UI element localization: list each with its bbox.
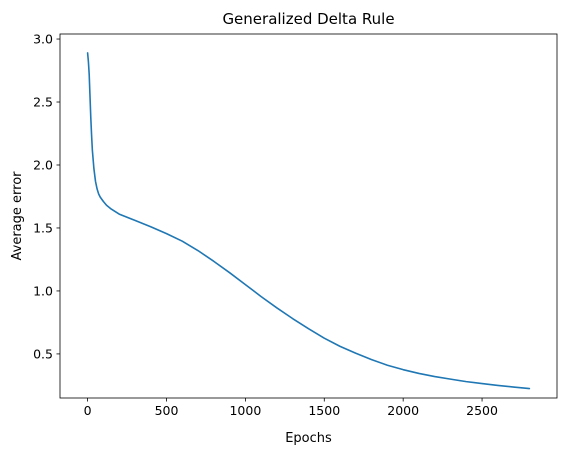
y-tick-label: 1.0 — [33, 283, 53, 298]
y-tick-label: 3.0 — [33, 32, 53, 47]
plot-frame — [59, 33, 558, 399]
y-axis-label: Average error — [10, 171, 25, 261]
series-layer — [86, 52, 531, 390]
x-tick-label: 1000 — [229, 403, 261, 418]
x-axis-ticks: 0 500 1000 1500 2000 2500 — [84, 398, 498, 418]
x-axis-label: Epochs — [285, 431, 332, 446]
x-tick-label: 2000 — [387, 403, 419, 418]
y-tick-label: 2.5 — [33, 95, 53, 110]
series-line — [86, 52, 531, 390]
chart-title: Generalized Delta Rule — [222, 10, 394, 28]
x-tick-label: 0 — [84, 403, 92, 418]
y-tick-label: 2.0 — [33, 157, 53, 172]
x-tick-label: 1500 — [308, 403, 340, 418]
x-tick-label: 500 — [155, 403, 179, 418]
x-tick-label: 2500 — [466, 403, 498, 418]
y-tick-label: 0.5 — [33, 346, 53, 361]
y-tick-label: 1.5 — [33, 220, 53, 235]
y-axis-ticks: 0.5 1.0 1.5 2.0 2.5 3.0 — [33, 32, 60, 361]
